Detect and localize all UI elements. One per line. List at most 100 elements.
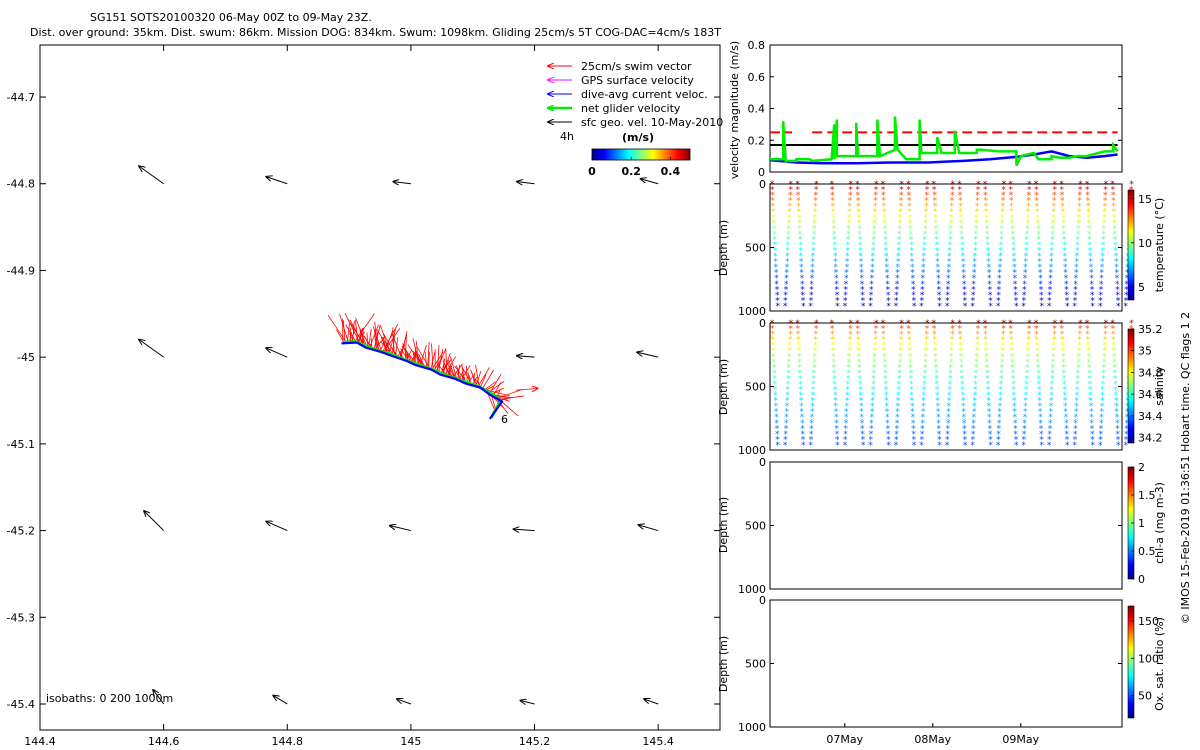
sample-marker: *	[1086, 352, 1091, 362]
sample-marker: *	[1011, 380, 1016, 390]
sample-marker: *	[799, 263, 804, 273]
swim-vector	[489, 374, 502, 394]
depth-tick-label: 500	[745, 658, 766, 671]
swim-vector	[449, 356, 458, 379]
sample-marker: *	[1038, 263, 1043, 273]
sample-marker: *	[898, 358, 903, 368]
sample-marker: *	[950, 325, 955, 335]
sample-marker: *	[1061, 219, 1066, 229]
sample-marker: *	[910, 252, 915, 262]
sample-marker: *	[935, 258, 940, 268]
sample-marker: *	[1023, 413, 1028, 423]
sample-marker: *	[843, 441, 848, 451]
sample-marker: *	[899, 330, 904, 340]
sample-marker: *	[959, 213, 964, 223]
sample-marker: *	[1037, 258, 1042, 268]
sample-marker: *	[1022, 291, 1027, 301]
sample-marker: *	[873, 330, 878, 340]
sample-marker: *	[949, 352, 954, 362]
sample-marker: *	[1052, 330, 1057, 340]
sample-marker: *	[895, 413, 900, 423]
sample-marker: *	[1113, 374, 1118, 384]
sample-marker: *	[848, 319, 853, 329]
sample-marker: *	[1112, 352, 1117, 362]
sample-marker: *	[1125, 280, 1130, 290]
sample-marker: *	[1063, 258, 1068, 268]
sample-marker: *	[1000, 213, 1005, 223]
sample-marker: *	[1115, 419, 1120, 429]
colorbar-tick-label: 50	[1138, 690, 1152, 703]
salinity-y-ticks: 0 500 1000	[738, 317, 1122, 457]
sample-marker: *	[1085, 186, 1090, 196]
sample-marker: *	[800, 285, 805, 295]
sample-marker: *	[947, 402, 952, 412]
oxygen-colorbar-label: Ox. sat. ratio (%)	[1153, 617, 1166, 711]
sample-marker: *	[906, 325, 911, 335]
sample-marker: *	[1112, 347, 1117, 357]
sample-marker: *	[775, 430, 780, 440]
sample-marker: *	[963, 435, 968, 445]
sample-marker: *	[1025, 235, 1030, 245]
sample-marker: *	[1038, 419, 1043, 429]
sample-marker: *	[1089, 280, 1094, 290]
sample-marker: *	[1125, 413, 1130, 423]
sample-marker: *	[1098, 296, 1103, 306]
sample-marker: *	[997, 280, 1002, 290]
sample-marker: *	[911, 285, 916, 295]
sample-marker: *	[872, 213, 877, 223]
sample-marker: *	[796, 330, 801, 340]
sample-marker: *	[1063, 252, 1068, 262]
swim-vector	[499, 395, 524, 400]
sample-marker: *	[883, 363, 888, 373]
speed-colorbar-tick-label: 0.4	[661, 165, 681, 178]
sample-marker: *	[785, 391, 790, 401]
sample-marker: *	[949, 213, 954, 223]
sample-marker: *	[1087, 230, 1092, 240]
swim-vector	[361, 333, 374, 349]
sample-marker: *	[962, 291, 967, 301]
sample-marker: *	[800, 280, 805, 290]
velocity-panel: 0 0.2 0.4 0.6 0.8 velocity magnitude (m/s)	[728, 39, 1123, 179]
sample-marker: *	[1062, 369, 1067, 379]
salinity-y-label: Depth (m)	[717, 359, 730, 415]
sample-marker: *	[1011, 369, 1016, 379]
sample-marker: *	[1075, 386, 1080, 396]
colorbar-tick-label: 0	[1138, 573, 1145, 586]
sample-marker: *	[986, 258, 991, 268]
sample-marker: *	[771, 208, 776, 218]
sample-marker: *	[886, 430, 891, 440]
geo-velocity-arrow	[639, 525, 659, 532]
sample-marker: *	[895, 419, 900, 429]
sample-marker: *	[834, 274, 839, 284]
sample-marker: *	[1123, 441, 1128, 451]
sample-marker: *	[1038, 413, 1043, 423]
sample-marker: *	[886, 302, 891, 312]
sample-marker: *	[1036, 230, 1041, 240]
sample-marker: *	[874, 319, 879, 329]
sample-marker: *	[809, 430, 814, 440]
sample-marker: *	[932, 197, 937, 207]
sample-marker: *	[925, 186, 930, 196]
sample-marker: *	[997, 408, 1002, 418]
sample-marker: *	[947, 258, 952, 268]
sample-marker: *	[812, 219, 817, 229]
sample-marker: *	[1051, 219, 1056, 229]
sample-marker: *	[986, 397, 991, 407]
sample-marker: *	[947, 391, 952, 401]
sample-marker: *	[1100, 397, 1105, 407]
sample-marker: *	[1076, 224, 1081, 234]
sample-marker: *	[810, 269, 815, 279]
sample-marker: *	[848, 336, 853, 346]
sample-marker: *	[1024, 380, 1029, 390]
sample-marker: *	[1086, 341, 1091, 351]
sample-marker: *	[1101, 235, 1106, 245]
sample-marker: *	[1100, 258, 1105, 268]
sample-marker: *	[898, 341, 903, 351]
sample-marker: *	[909, 386, 914, 396]
sample-marker: *	[772, 369, 777, 379]
sample-marker: *	[1090, 285, 1095, 295]
sample-marker: *	[1113, 380, 1118, 390]
sample-marker: *	[1100, 402, 1105, 412]
sample-marker: *	[834, 269, 839, 279]
sample-marker: *	[1027, 325, 1032, 335]
